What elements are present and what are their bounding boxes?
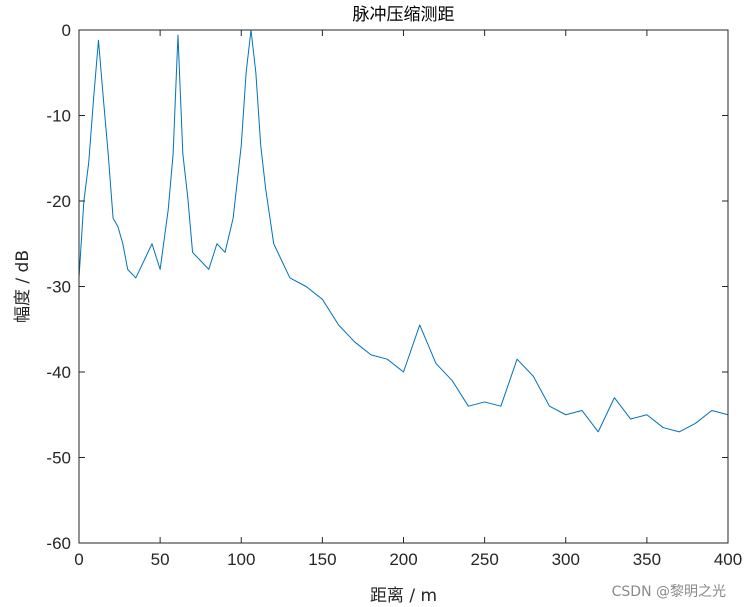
x-tick-label: 350: [633, 550, 661, 569]
y-tick-label: -30: [46, 278, 71, 297]
x-axis-label: 距离 / m: [370, 586, 437, 606]
y-tick-label: -10: [46, 107, 71, 126]
x-tick-label: 200: [389, 550, 417, 569]
x-tick-label: 0: [74, 550, 83, 569]
y-axis-label: 幅度 / dB: [13, 250, 33, 323]
x-tick-label: 250: [470, 550, 498, 569]
y-tick-label: -50: [46, 449, 71, 468]
x-tick-label: 300: [552, 550, 580, 569]
axes-layer: 0 50 100 150 200 250 300 350 400 0 -10 -20 -30 -40 -50…: [46, 21, 742, 569]
x-tick-label: 150: [308, 550, 336, 569]
watermark: CSDN @黎明之光: [612, 584, 726, 600]
plot-area: [79, 30, 728, 543]
series-line: [78, 29, 729, 433]
y-tick-label: 0: [62, 21, 71, 40]
x-tick-label: 100: [227, 550, 255, 569]
chart-title: 脉冲压缩测距: [353, 5, 455, 25]
x-tick-label: 50: [151, 550, 170, 569]
series-layer: [78, 29, 729, 433]
y-tick-label: -20: [46, 192, 71, 211]
y-tick-label: -60: [46, 534, 71, 553]
x-tick-label: 400: [714, 550, 742, 569]
y-tick-label: -40: [46, 363, 71, 382]
